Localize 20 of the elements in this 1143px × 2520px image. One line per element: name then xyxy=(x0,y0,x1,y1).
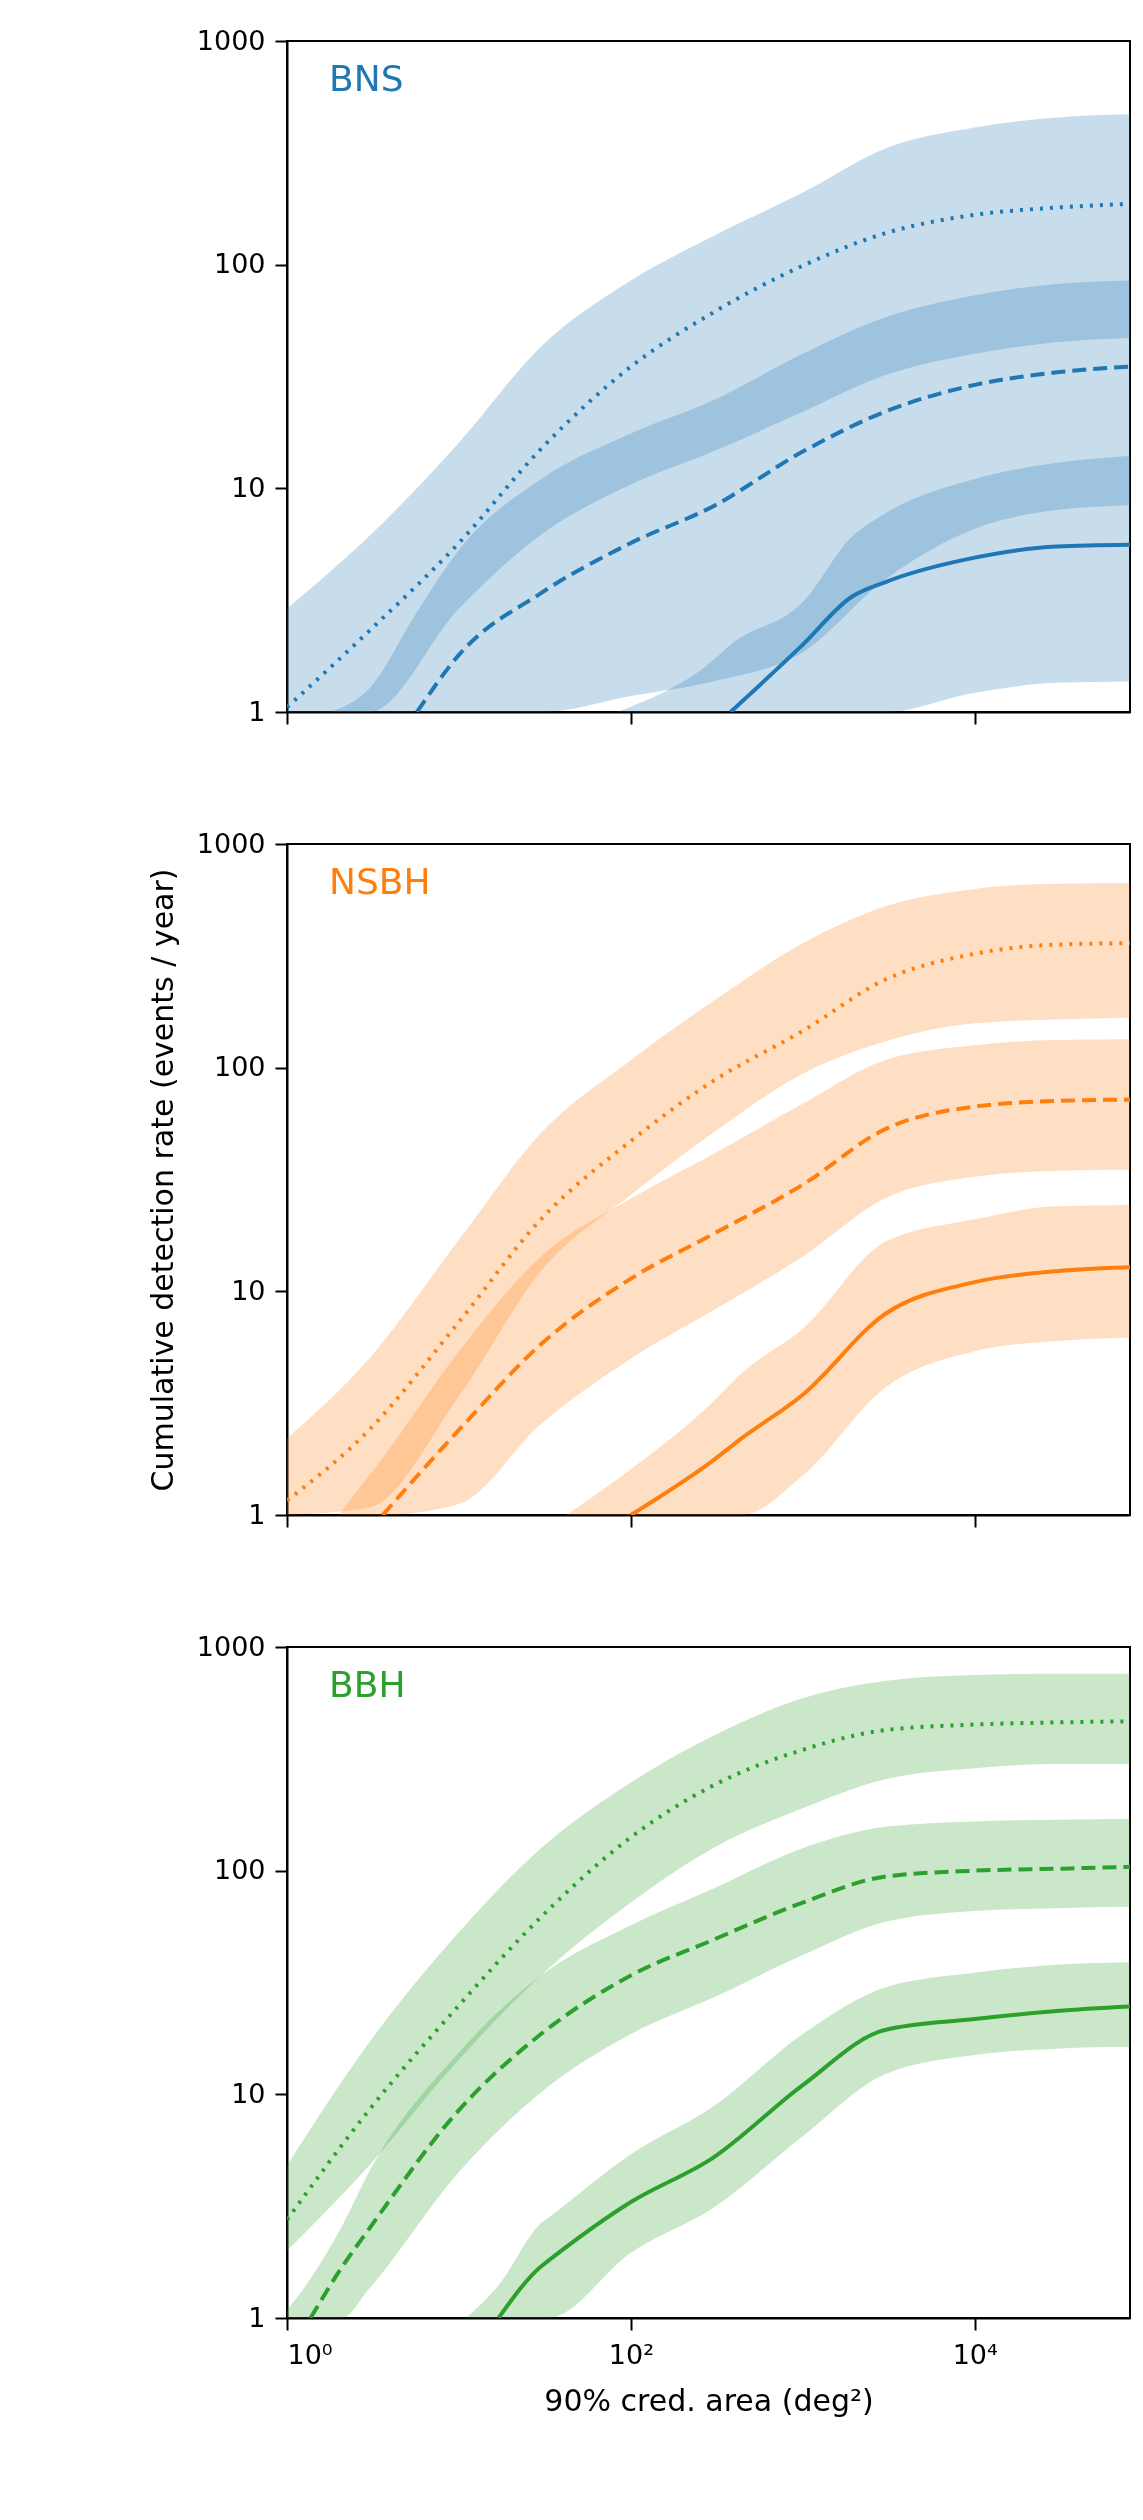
y-tick-label: 10 xyxy=(231,2077,266,2109)
y-tick-label: 10 xyxy=(231,471,266,503)
y-axis-title: Cumulative detection rate (events / year) xyxy=(144,868,180,1492)
y-tick-label: 10 xyxy=(231,1274,266,1306)
y-tick-label: 1000 xyxy=(196,1630,266,1662)
y-tick-label: 1000 xyxy=(196,24,266,56)
x-tick-label: 10⁴ xyxy=(952,2338,998,2370)
y-tick-label: 100 xyxy=(213,1854,266,1886)
x-tick-label: 10² xyxy=(608,2338,654,2370)
y-tick-label: 1 xyxy=(248,1498,266,1530)
y-tick-label: 100 xyxy=(213,1051,266,1083)
y-tick-label: 1 xyxy=(248,2301,266,2333)
text: BBH xyxy=(329,1664,406,1705)
text: NSBH xyxy=(329,861,431,902)
y-tick-label: 1000 xyxy=(196,827,266,859)
y-tick-label: 100 xyxy=(213,248,266,280)
text: BNS xyxy=(329,58,404,99)
x-tick-label: 10⁰ xyxy=(287,2338,333,2370)
x-axis-title: 90% cred. area (deg²) xyxy=(544,2382,874,2418)
y-tick-label: 1 xyxy=(248,695,266,727)
